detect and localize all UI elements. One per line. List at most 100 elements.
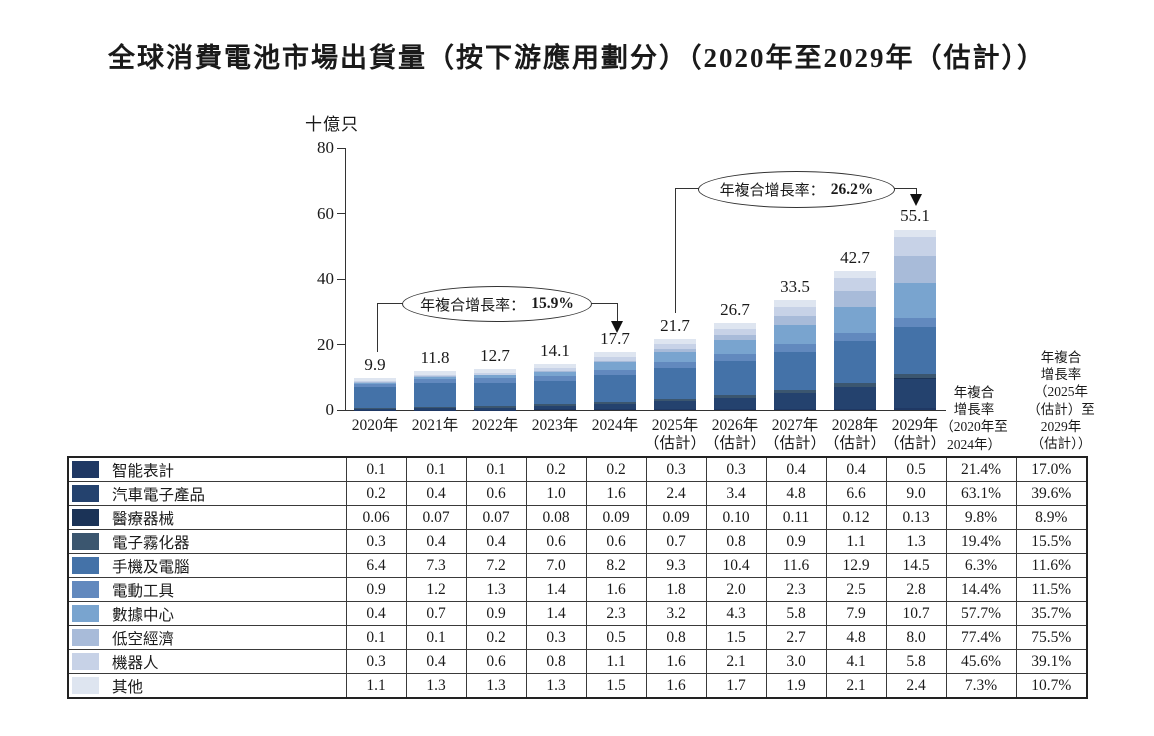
bar-segment — [834, 387, 876, 409]
bar-segment — [894, 237, 936, 257]
table-cell: 0.06 — [345, 505, 407, 530]
table-cell: 0.9 — [765, 529, 827, 554]
bar-segment — [534, 403, 576, 406]
x-axis-label-line: （估計） — [823, 434, 886, 452]
table-cell: 11.6% — [1015, 553, 1088, 578]
table-cell: 63.1% — [945, 481, 1017, 506]
x-axis-label-line: 2024年 — [591, 417, 639, 434]
table-cell: 0.8 — [645, 625, 707, 650]
x-axis-label: 2023年 — [515, 417, 595, 435]
bar-segment — [774, 351, 816, 390]
annotation1-left-connector-vertical — [377, 303, 378, 352]
bar-segment — [354, 407, 396, 409]
x-axis-label: 2022年 — [455, 417, 535, 435]
bar-segment — [594, 352, 636, 358]
table-cell: 2.8 — [885, 577, 947, 602]
bar-segment — [534, 406, 576, 410]
bar-segment — [894, 256, 936, 283]
table-cell: 1.7 — [705, 673, 767, 699]
table-cell: 0.3 — [345, 529, 407, 554]
table-cell: 0.8 — [705, 529, 767, 554]
legend-color-swatch — [72, 605, 99, 622]
table-cell: 1.6 — [645, 649, 707, 674]
stacked-bar-2028年（估計） — [834, 270, 876, 410]
table-cell: 1.1 — [585, 649, 647, 674]
legend-cell: 機器人 — [67, 649, 347, 674]
table-cell: 35.7% — [1015, 601, 1088, 626]
x-axis-label: 2027年 （估計） — [755, 417, 835, 452]
table-cell: 1.3 — [465, 577, 527, 602]
x-axis-line — [337, 410, 946, 411]
table-cell: 11.6 — [765, 553, 827, 578]
bar-segment — [834, 332, 876, 341]
bar-segment — [714, 409, 756, 410]
legend-color-swatch — [72, 461, 99, 478]
table-cell: 4.3 — [705, 601, 767, 626]
table-cell: 45.6% — [945, 649, 1017, 674]
stacked-bar-2029年（估計） — [894, 229, 936, 410]
table-cell: 1.3 — [405, 673, 467, 699]
table-cell: 2.3 — [585, 601, 647, 626]
x-axis-label: 2025年 （估計） — [635, 417, 715, 452]
table-cell: 4.8 — [765, 481, 827, 506]
legend-cell: 電動工具 — [67, 577, 347, 602]
annotation1-cagr-label: 年複合增長率： — [420, 297, 526, 314]
bar-segment — [534, 371, 576, 377]
x-axis-label-line: 2021年 — [411, 417, 459, 434]
table-cell: 9.3 — [645, 553, 707, 578]
x-axis-label-line: 2028年 — [831, 417, 879, 434]
legend-color-swatch — [72, 485, 99, 502]
table-row: 電動工具 0.9 1.2 1.3 1.4 1.6 1.8 2.0 2.3 2.5 2.8 14.4% 1… — [67, 577, 1088, 602]
bar-segment — [594, 357, 636, 361]
y-tick-mark — [337, 409, 345, 411]
table-cell: 1.5 — [585, 673, 647, 699]
table-cell: 10.7% — [1015, 673, 1088, 699]
annotation1-arrowhead-icon — [611, 321, 623, 333]
stacked-bar-2027年（估計） — [774, 300, 816, 410]
y-tick-mark — [337, 278, 345, 280]
annotation1-right-connector-vertical — [617, 303, 618, 322]
table-cell: 0.2 — [585, 456, 647, 482]
legend-color-swatch — [72, 509, 99, 526]
legend-cell: 低空經濟 — [67, 625, 347, 650]
table-cell: 0.6 — [525, 529, 587, 554]
table-cell: 0.6 — [465, 649, 527, 674]
table-cell: 14.4% — [945, 577, 1017, 602]
table-cell: 0.10 — [705, 505, 767, 530]
table-cell: 0.13 — [885, 505, 947, 530]
bar-segment — [474, 406, 516, 408]
bar-total-label: 26.7 — [720, 299, 750, 319]
bar-segment — [714, 335, 756, 341]
bar-segment — [654, 349, 696, 352]
legend-label: 電動工具 — [112, 582, 175, 600]
cagr-header-line: 年複合 — [953, 385, 995, 400]
table-cell: 3.4 — [705, 481, 767, 506]
legend-cell: 智能表計 — [67, 456, 347, 482]
x-axis-label-line: （估計） — [703, 434, 766, 452]
legend-label: 低空經濟 — [112, 630, 175, 648]
bar-segment — [894, 378, 936, 409]
legend-label: 醫療器械 — [112, 510, 175, 528]
table-cell: 1.3 — [465, 673, 527, 699]
x-axis-label-line: （估計） — [643, 434, 706, 452]
bar-segment — [714, 322, 756, 329]
legend-cell: 手機及電腦 — [67, 553, 347, 578]
annotation1-cagr-bubble: 年複合增長率： 15.9% — [402, 286, 592, 322]
bar-segment — [414, 379, 456, 383]
x-axis-label-line: （估計） — [883, 434, 946, 452]
y-tick-mark — [337, 147, 345, 149]
bar-segment — [774, 325, 816, 345]
table-cell: 3.0 — [765, 649, 827, 674]
cagr-column-header-2025-2029: 年複合 增長率 （2025年 （估計）至 2029年 （估計）） — [1008, 349, 1114, 452]
bar-segment — [354, 386, 396, 408]
legend-cell: 醫療器械 — [67, 505, 347, 530]
y-axis-unit-label: 十億只 — [305, 115, 359, 134]
bar-segment — [894, 229, 936, 238]
table-cell: 1.8 — [645, 577, 707, 602]
x-axis-label-line: 2027年 — [771, 417, 819, 434]
y-tick-mark — [337, 344, 345, 345]
table-cell: 6.4 — [345, 553, 407, 578]
table-cell: 5.8 — [765, 601, 827, 626]
y-tick-label: 60 — [317, 203, 334, 223]
annotation2-cagr-value: 26.2% — [830, 180, 874, 198]
